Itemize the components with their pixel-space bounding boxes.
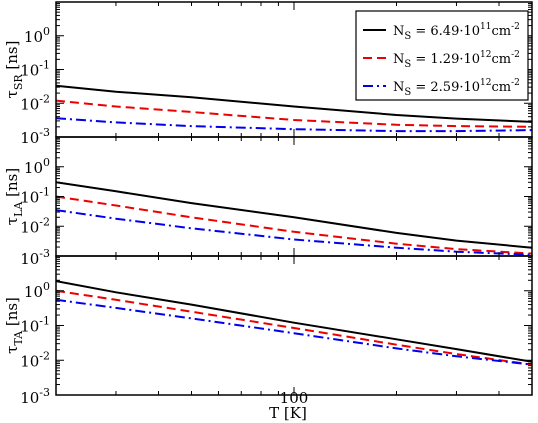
y-tick-exponent: -3 <box>39 386 50 399</box>
y-tick-exponent: 0 <box>43 280 50 293</box>
y-tick-exponent: -1 <box>39 59 50 72</box>
y-tick-label: 10-1 <box>20 59 50 80</box>
legend: NS = 6.49·1011cm-2NS = 1.29·1012cm-2NS =… <box>355 10 529 101</box>
y-axis-unit: [ns] <box>3 297 21 331</box>
legend-label-mid: = 1.29·10 <box>411 52 480 67</box>
y-tick-label: 10-2 <box>20 215 50 236</box>
panel-frame <box>55 136 533 257</box>
legend-label-sup1: 12 <box>480 50 491 60</box>
series-line-ta-1 <box>56 280 532 363</box>
legend-label: NS = 6.49·1011cm-2 <box>393 22 520 42</box>
legend-label-main: N <box>393 52 404 67</box>
y-tick-label: 10-2 <box>20 92 50 113</box>
legend-label: NS = 2.59·1012cm-2 <box>393 78 520 98</box>
y-tick-exponent: -2 <box>39 215 50 228</box>
y-tick-base: 10 <box>20 95 39 113</box>
x-axis: T [K] 100 <box>269 389 308 422</box>
y-tick-base: 10 <box>20 352 39 370</box>
y-tick-base: 10 <box>20 129 39 147</box>
legend-label: NS = 1.29·1012cm-2 <box>393 50 520 70</box>
series-line-la-3 <box>56 209 532 256</box>
y-tick-base: 10 <box>20 62 39 80</box>
y-axis-label: τLA [ns] <box>3 168 25 225</box>
legend-label-main: N <box>393 80 404 95</box>
legend-label-sub: S <box>404 87 411 98</box>
y-tick-label: 10-1 <box>20 186 50 207</box>
y-axis-symbol: τ <box>3 346 21 354</box>
y-tick-base: 10 <box>20 389 39 407</box>
y-axis-subscript: SR <box>12 74 25 91</box>
legend-label-sup1: 11 <box>480 22 491 32</box>
legend-label-unit: cm <box>491 24 511 39</box>
y-tick-base: 10 <box>20 318 39 336</box>
legend-label-unit: cm <box>491 80 511 95</box>
y-tick-base: 10 <box>20 250 39 268</box>
y-axis-label: τSR [ns] <box>3 41 25 99</box>
y-axis-label: τTA [ns] <box>3 297 25 354</box>
x-tick-label: 100 <box>280 389 309 407</box>
y-tick-base: 10 <box>24 159 43 177</box>
y-axis-symbol: τ <box>3 90 21 98</box>
series-line-la-1 <box>56 181 532 249</box>
legend-label-mid: = 2.59·10 <box>411 80 480 95</box>
legend-label-sup1: 12 <box>480 78 491 88</box>
legend-label-sup2: -2 <box>511 78 520 88</box>
y-tick-exponent: -3 <box>39 126 50 139</box>
series-line-sr-2 <box>56 99 532 128</box>
y-tick-exponent: -2 <box>39 349 50 362</box>
y-axis-subscript: LA <box>12 201 25 217</box>
y-tick-exponent: -2 <box>39 92 50 105</box>
panel-frame <box>55 255 533 396</box>
legend-label-mid: = 6.49·10 <box>411 24 480 39</box>
y-tick-label: 10-3 <box>20 126 50 147</box>
series-line-la-2 <box>56 195 532 255</box>
series-line-ta-3 <box>56 298 532 366</box>
y-tick-exponent: -1 <box>39 186 50 199</box>
x-axis-label: T [K] <box>269 404 307 422</box>
legend-label-sup2: -2 <box>511 22 520 32</box>
y-tick-label: 10-3 <box>20 386 50 407</box>
y-tick-label: 10-2 <box>20 349 50 370</box>
y-tick-base: 10 <box>24 283 43 301</box>
y-tick-label: 100 <box>24 156 50 177</box>
legend-label-unit: cm <box>491 52 511 67</box>
series-line-sr-1 <box>56 84 532 123</box>
y-axis-symbol: τ <box>3 217 21 225</box>
y-tick-base: 10 <box>24 28 43 46</box>
legend-label-sub: S <box>404 59 411 70</box>
y-tick-exponent: -1 <box>39 315 50 328</box>
legend-label-main: N <box>393 24 404 39</box>
y-tick-base: 10 <box>20 189 39 207</box>
series-line-ta-2 <box>56 289 532 366</box>
legend-label-sup2: -2 <box>511 50 520 60</box>
y-tick-base: 10 <box>20 218 39 236</box>
y-axis-unit: [ns] <box>3 168 21 202</box>
y-tick-label: 100 <box>24 25 50 46</box>
y-tick-exponent: 0 <box>43 25 50 38</box>
y-axis-subscript: TA <box>12 330 25 346</box>
y-axis-unit: [ns] <box>3 41 21 75</box>
y-tick-label: 10-3 <box>20 247 50 268</box>
y-tick-label: 10-1 <box>20 315 50 336</box>
series-line-sr-3 <box>56 117 532 133</box>
y-tick-exponent: 0 <box>43 156 50 169</box>
legend-label-sub: S <box>404 31 411 42</box>
y-tick-label: 100 <box>24 280 50 301</box>
y-tick-exponent: -3 <box>39 247 50 260</box>
